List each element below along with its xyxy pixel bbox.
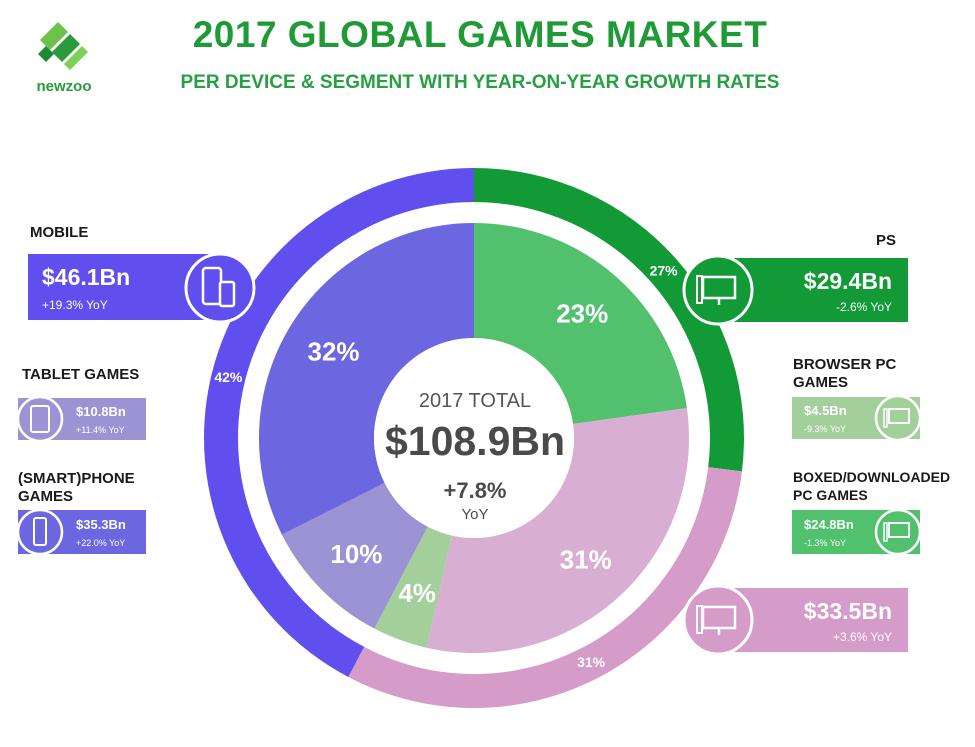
- boxed-pc-value: $24.8Bn: [804, 517, 854, 532]
- center-total-label: 2017 TOTAL: [418, 390, 532, 412]
- donut-center-hole: [374, 338, 574, 538]
- center-growth-value: +7.8%: [443, 478, 507, 503]
- inner-ring-slice-0: [474, 223, 687, 425]
- console-value: $33.5Bn: [803, 598, 892, 624]
- mobile-yoy: +19.3% YoY: [42, 298, 108, 312]
- mobile-value: $46.1Bn: [42, 264, 131, 290]
- browser-pc-value: $4.5Bn: [804, 403, 847, 418]
- inner-ring-slice-label-2: 4%: [398, 578, 436, 608]
- tablet-yoy: +11.4% YoY: [76, 425, 125, 435]
- inner-ring-slice-label-3: 10%: [330, 539, 382, 569]
- console-yoy: +3.6% YoY: [832, 630, 892, 644]
- inner-ring-slice-label-1: 31%: [560, 544, 612, 574]
- inner-ring-slice-1: [426, 408, 689, 653]
- inner-ring-slice-3: [281, 482, 428, 629]
- console-callout: $33.5Bn +3.6% YoY: [718, 588, 908, 652]
- chart-title: 2017 GLOBAL GAMES MARKET: [192, 14, 768, 55]
- boxed-pc-yoy: -1.3% YoY: [804, 538, 847, 548]
- outer-ring-slice-2: [204, 168, 475, 677]
- newzoo-logo-icon: [38, 22, 88, 70]
- inner-ring-slice-label-0: 23%: [556, 299, 608, 329]
- tablet-label: TABLET GAMES: [22, 366, 140, 383]
- outer-ring-slice-1: [348, 467, 742, 708]
- smartphone-yoy: +22.0% YoY: [76, 538, 126, 548]
- outer-ring-slice-label-1: 31%: [577, 654, 606, 670]
- inner-ring-slice-2: [374, 526, 452, 648]
- pc-callout: $29.4Bn -2.6% YoY: [718, 258, 908, 322]
- smartphone-label: (SMART)PHONE GAMES: [18, 470, 135, 505]
- smartphone-value: $35.3Bn: [76, 517, 126, 532]
- boxed-pc-callout: $24.8Bn -1.3% YoY: [792, 510, 920, 554]
- tablet-value: $10.8Bn: [76, 404, 126, 419]
- inner-ring-slice-4: [259, 223, 474, 535]
- browser-pc-label: BROWSER PC GAMES: [793, 356, 897, 391]
- chart-subtitle: PER DEVICE & SEGMENT WITH YEAR-ON-YEAR G…: [180, 72, 780, 93]
- browser-pc-yoy: -9.3% YoY: [804, 424, 847, 434]
- tablet-callout: $10.8Bn +11.4% YoY: [18, 398, 146, 440]
- pc-label: PS: [876, 232, 897, 249]
- smartphone-callout: $35.3Bn +22.0% YoY: [18, 510, 146, 554]
- boxed-pc-label: BOXED/DOWNLOADED PC GAMES: [793, 469, 951, 503]
- brand-name: newzoo: [36, 78, 92, 95]
- pc-yoy: -2.6% YoY: [835, 300, 892, 314]
- center-yoy-label: YoY: [461, 506, 489, 523]
- center-total-value: $108.9Bn: [384, 418, 566, 464]
- outer-ring-slice-label-0: 27%: [650, 262, 679, 278]
- browser-pc-callout: $4.5Bn -9.3% YoY: [792, 397, 920, 439]
- inner-ring-slice-label-4: 32%: [308, 337, 360, 367]
- outer-ring-slice-label-2: 42%: [214, 369, 243, 385]
- mobile-callout: $46.1Bn +19.3% YoY: [28, 254, 218, 320]
- mobile-label: MOBILE: [30, 224, 89, 241]
- pc-value: $29.4Bn: [803, 268, 892, 294]
